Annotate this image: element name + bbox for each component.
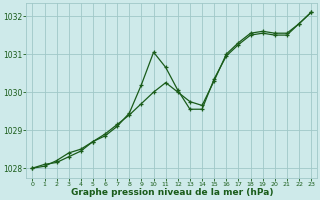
X-axis label: Graphe pression niveau de la mer (hPa): Graphe pression niveau de la mer (hPa) bbox=[70, 188, 273, 197]
